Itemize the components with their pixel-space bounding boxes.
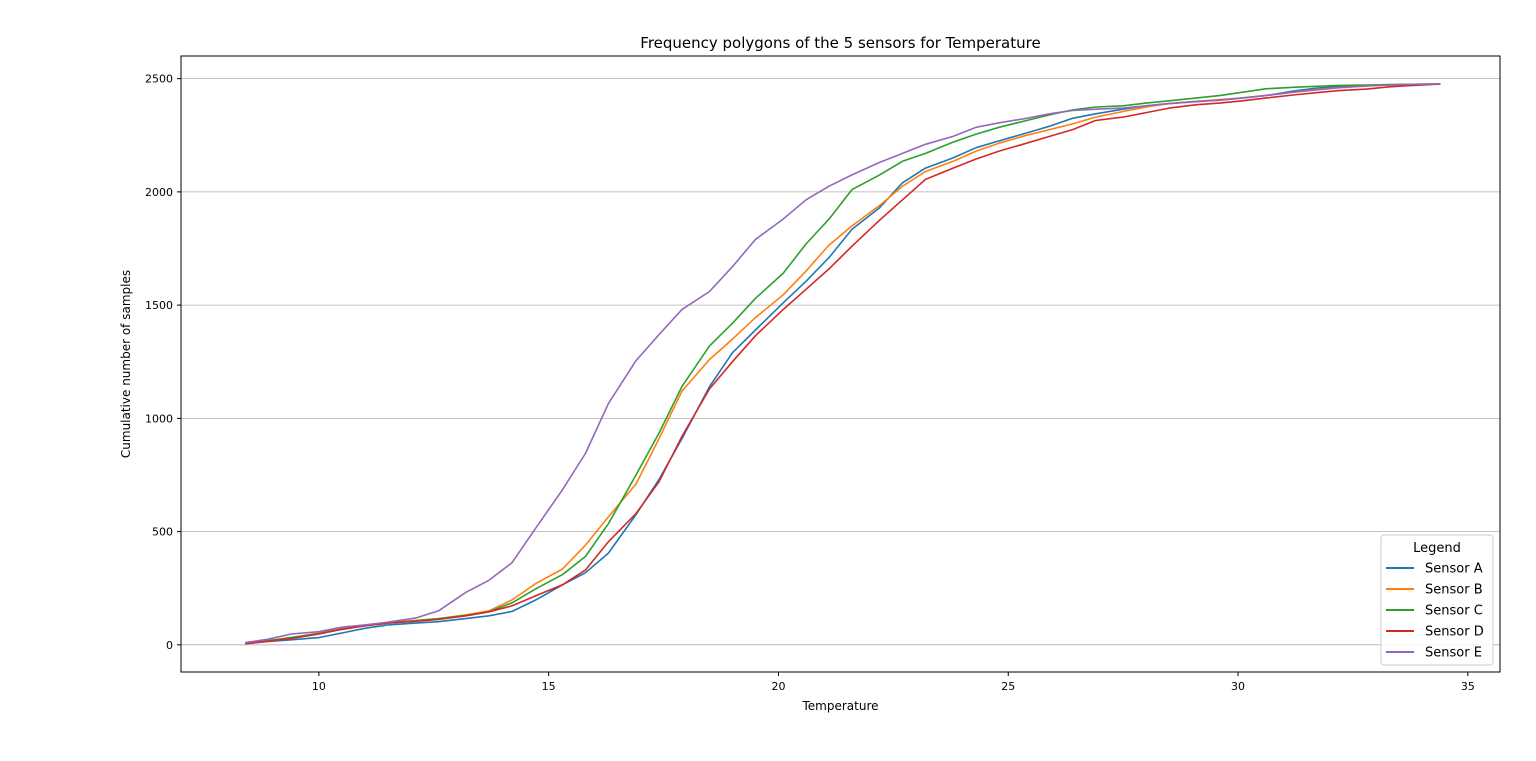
legend-label: Sensor A xyxy=(1425,562,1483,577)
series-line-sensor-a xyxy=(245,83,1441,645)
y-tick-label: 2500 xyxy=(145,73,173,86)
x-tick-label: 20 xyxy=(771,680,785,693)
legend-title: Legend xyxy=(1413,541,1461,556)
chart-title: Frequency polygons of the 5 sensors for … xyxy=(640,34,1040,52)
y-tick-label: 500 xyxy=(152,526,173,539)
x-axis-label: Temperature xyxy=(801,699,878,713)
x-tick-label: 35 xyxy=(1461,680,1475,693)
x-tick-label: 25 xyxy=(1001,680,1015,693)
x-tick-label: 10 xyxy=(312,680,326,693)
x-tick-label: 30 xyxy=(1231,680,1245,693)
y-tick-label: 1000 xyxy=(145,412,173,425)
series-line-sensor-e xyxy=(245,83,1441,644)
grid-lines xyxy=(181,78,1500,646)
legend-label: Sensor C xyxy=(1425,604,1483,619)
legend: Legend Sensor A Sensor B Sensor C Sensor D S… xyxy=(1380,534,1494,666)
y-axis-label: Cumulative number of samples xyxy=(119,270,133,458)
x-tick-label: 15 xyxy=(542,680,556,693)
legend-label: Sensor E xyxy=(1425,646,1482,661)
y-tick-label: 0 xyxy=(166,639,173,652)
series-line-sensor-b xyxy=(245,83,1441,644)
plot-area-frame xyxy=(180,55,1501,673)
series-line-sensor-c xyxy=(245,83,1441,644)
legend-label: Sensor D xyxy=(1425,625,1484,640)
x-axis: 10 15 20 25 30 35 xyxy=(312,672,1475,693)
y-tick-label: 2000 xyxy=(145,186,173,199)
y-tick-label: 1500 xyxy=(145,299,173,312)
legend-label: Sensor B xyxy=(1425,583,1483,598)
series-lines xyxy=(245,83,1441,645)
y-axis: 0 500 1000 1500 2000 2500 xyxy=(145,73,181,652)
series-line-sensor-d xyxy=(245,83,1441,645)
